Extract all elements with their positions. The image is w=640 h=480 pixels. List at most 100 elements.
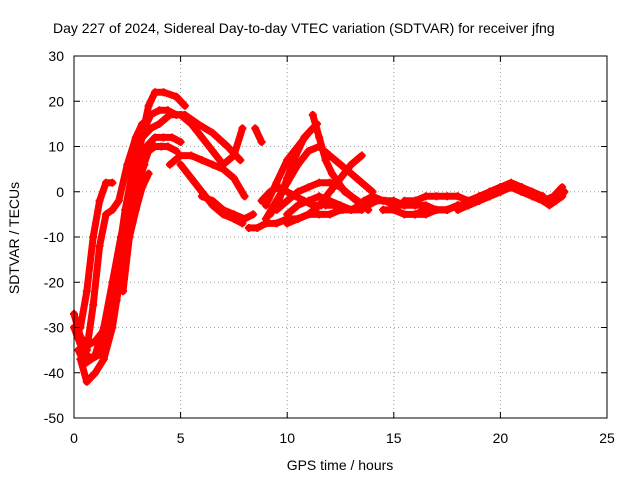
data-point (507, 183, 516, 192)
data-point (155, 106, 164, 115)
data-point (176, 110, 185, 119)
data-point (266, 210, 275, 219)
data-point (364, 201, 373, 210)
y-tick-label: 10 (48, 139, 64, 155)
data-point (144, 147, 153, 156)
data-point (146, 110, 155, 119)
data-point (168, 133, 177, 142)
y-tick-label: -50 (44, 410, 64, 426)
data-point (257, 196, 266, 205)
data-point (411, 196, 420, 205)
x-tick-label: 20 (493, 430, 509, 446)
data-point (293, 201, 302, 210)
data-point (187, 151, 196, 160)
x-axis-label: GPS time / hours (287, 457, 394, 473)
data-point (261, 214, 270, 223)
data-point (368, 192, 377, 201)
data-point (176, 137, 185, 146)
data-point (283, 219, 292, 228)
data-point (347, 205, 356, 214)
data-point (453, 205, 462, 214)
data-point (558, 183, 567, 192)
data-point (155, 119, 164, 128)
data-point (304, 128, 313, 137)
data-point (238, 124, 247, 133)
data-point (123, 160, 132, 169)
data-point (131, 133, 140, 142)
data-point (443, 192, 452, 201)
data-point (359, 196, 368, 205)
data-point (528, 192, 537, 201)
data-point (114, 196, 123, 205)
data-point (208, 128, 217, 137)
data-point (82, 346, 91, 355)
data-point (125, 210, 134, 219)
data-point (176, 151, 185, 160)
data-point (308, 110, 317, 119)
x-tick-label: 15 (386, 430, 402, 446)
data-point (266, 187, 275, 196)
data-point (172, 147, 181, 156)
series-track-14 (197, 192, 258, 223)
data-point (165, 110, 174, 119)
data-point (321, 156, 330, 165)
data-point (172, 92, 181, 101)
data-point (240, 214, 249, 223)
data-point (421, 210, 430, 219)
data-point (300, 196, 309, 205)
series-track-11 (125, 142, 181, 219)
data-point (283, 156, 292, 165)
data-point (357, 151, 366, 160)
data-point (87, 355, 96, 364)
data-point (95, 196, 104, 205)
data-point (336, 183, 345, 192)
data-point (453, 192, 462, 201)
data-point (89, 233, 98, 241)
data-point (400, 196, 409, 205)
data-point (99, 355, 108, 364)
data-point (338, 205, 347, 214)
data-point (257, 137, 266, 146)
data-point (389, 205, 398, 214)
data-point (144, 101, 153, 110)
data-point (315, 178, 324, 187)
data-point (283, 210, 292, 219)
data-point (475, 196, 484, 205)
data-point (82, 287, 91, 296)
data-point (197, 133, 206, 142)
x-tick-label: 25 (599, 430, 615, 446)
data-point (315, 210, 324, 219)
data-point (330, 201, 339, 210)
data-point (347, 192, 356, 201)
series-track-15 (251, 124, 266, 146)
data-point (293, 214, 302, 223)
series-track-12 (165, 151, 249, 201)
data-point (389, 196, 398, 205)
data-point (291, 192, 300, 201)
data-point (253, 223, 262, 232)
data-point (432, 192, 441, 201)
x-tick-labels: 0 5 10 15 20 25 (70, 430, 615, 446)
data-point (187, 119, 196, 128)
data-point (91, 368, 100, 377)
data-point (125, 233, 134, 241)
data-point (138, 119, 147, 128)
axis-ticks (73, 55, 608, 419)
x-tick-label: 10 (279, 430, 295, 446)
data-point (108, 178, 117, 187)
data-point (95, 242, 104, 251)
data-point (283, 187, 292, 196)
data-point (517, 187, 526, 196)
data-point (261, 201, 270, 210)
data-point (138, 165, 147, 174)
data-point (308, 201, 317, 210)
data-point (496, 183, 505, 192)
data-point (208, 160, 217, 169)
chart-title: Day 227 of 2024, Sidereal Day-to-day VTE… (53, 20, 555, 36)
data-point (304, 147, 313, 156)
data-point (325, 187, 334, 196)
data-point (321, 201, 330, 210)
data-point (176, 160, 185, 169)
series-track-23 (272, 178, 366, 214)
